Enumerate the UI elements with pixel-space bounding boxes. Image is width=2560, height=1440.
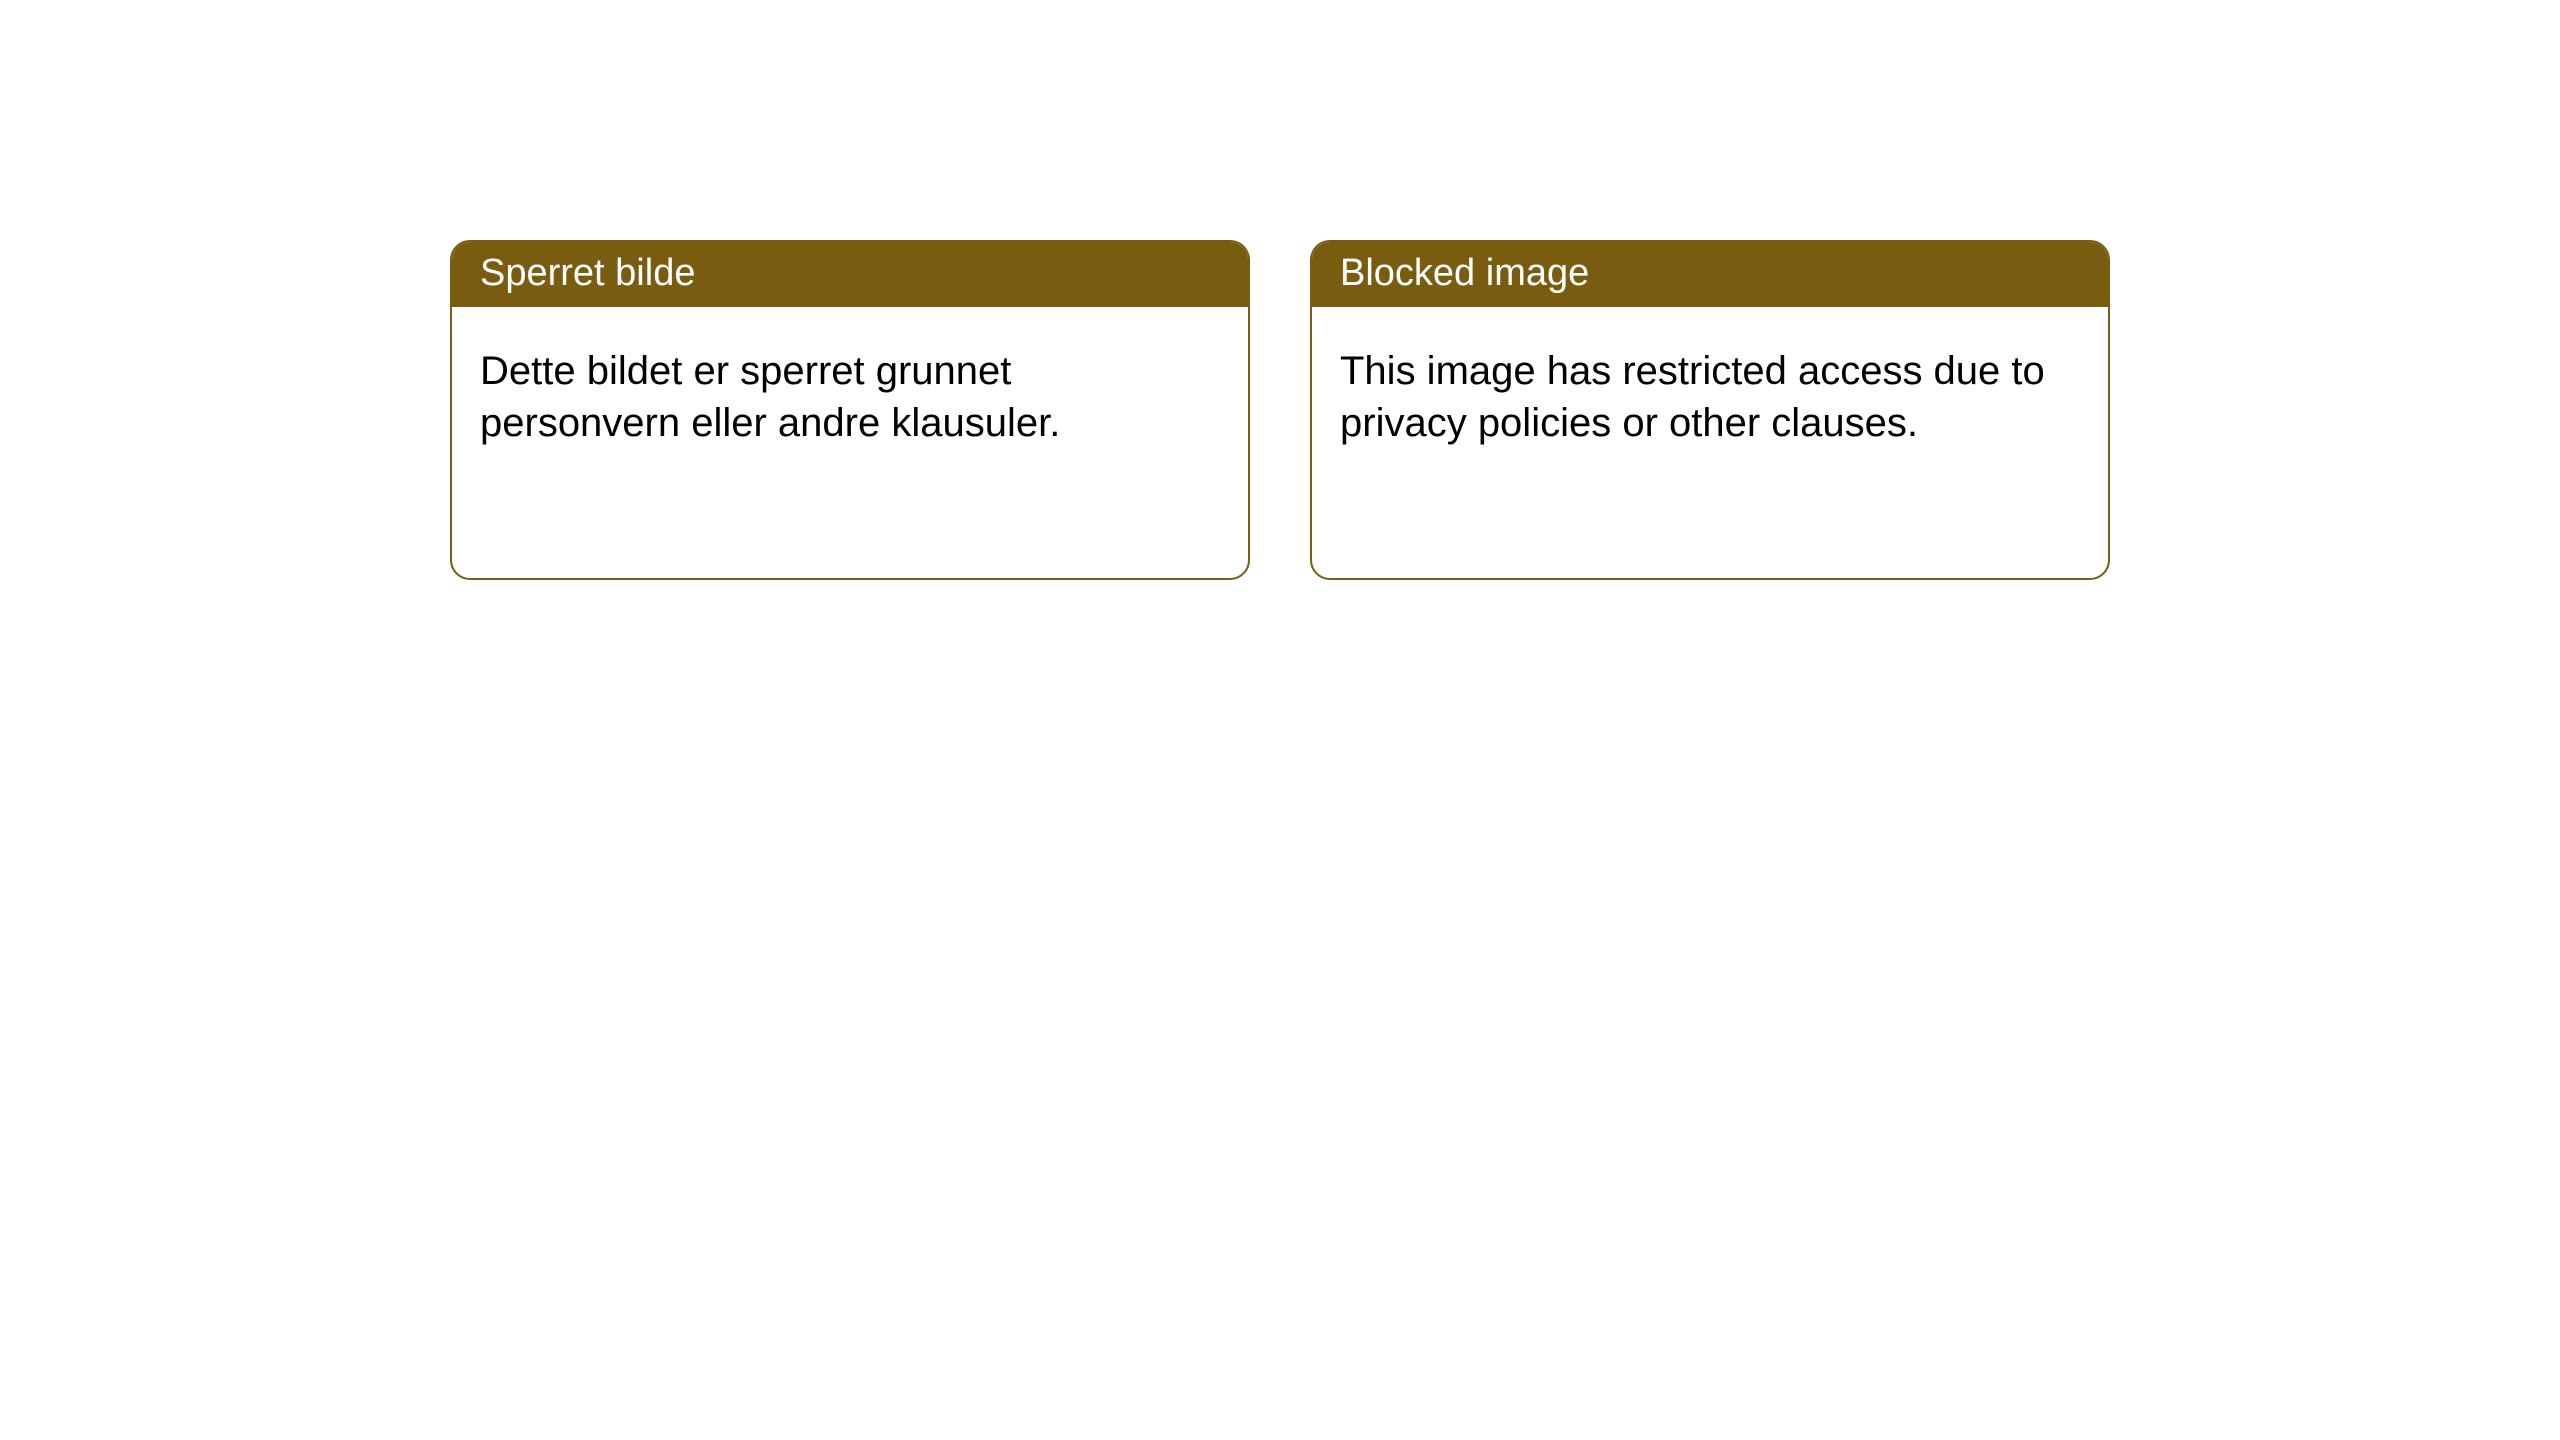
notice-title: Sperret bilde — [452, 242, 1248, 307]
notice-body: This image has restricted access due to … — [1312, 307, 2108, 477]
notice-title: Blocked image — [1312, 242, 2108, 307]
notice-body: Dette bildet er sperret grunnet personve… — [452, 307, 1248, 477]
notice-card-norwegian: Sperret bilde Dette bildet er sperret gr… — [450, 240, 1250, 580]
notice-container: Sperret bilde Dette bildet er sperret gr… — [0, 0, 2560, 580]
notice-card-english: Blocked image This image has restricted … — [1310, 240, 2110, 580]
